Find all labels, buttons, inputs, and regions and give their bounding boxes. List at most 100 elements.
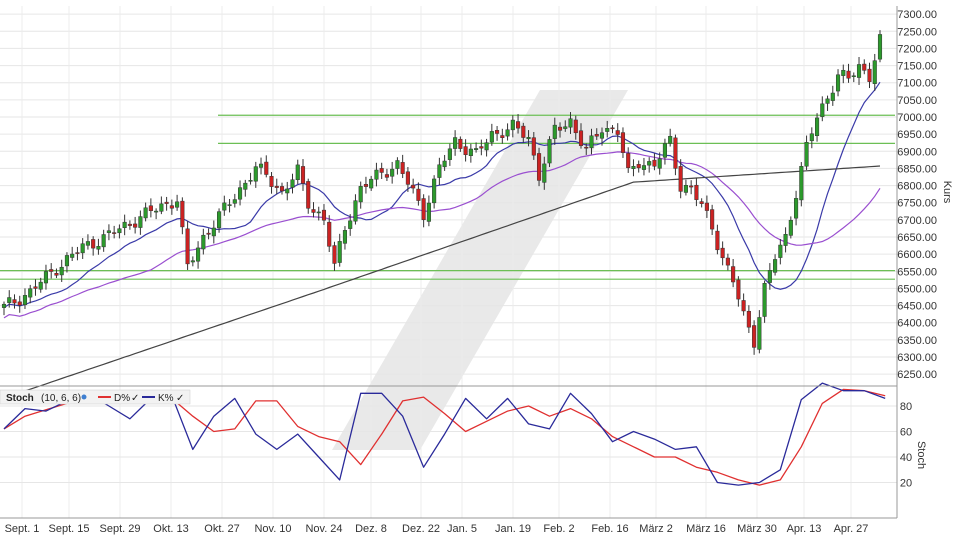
- k-checkmark-icon[interactable]: ✓: [176, 393, 184, 404]
- candle-body: [279, 186, 285, 192]
- price-tick-label: 7150.00: [897, 61, 937, 73]
- candle-body: [369, 178, 374, 189]
- candle-body: [510, 119, 515, 131]
- candle-body: [731, 266, 736, 283]
- candle-body: [657, 158, 662, 169]
- candle-body: [746, 310, 751, 328]
- date-tick-label: Feb. 16: [591, 523, 628, 535]
- price-tick-label: 6750.00: [897, 198, 937, 210]
- stoch-tick-label: 40: [900, 452, 912, 464]
- candle-body: [43, 271, 49, 284]
- candle-body: [12, 299, 17, 304]
- candle-body: [815, 117, 820, 137]
- candle-body: [248, 180, 253, 182]
- moving-average-line: [3, 165, 881, 399]
- candle-body: [563, 126, 568, 129]
- candle-body: [736, 279, 741, 300]
- candle-body: [835, 74, 841, 92]
- candle-body: [64, 255, 69, 267]
- candle-body: [85, 241, 90, 246]
- date-tick-label: Dez. 8: [355, 523, 387, 535]
- settings-dot-icon[interactable]: [81, 394, 87, 400]
- candle-body: [348, 220, 353, 229]
- candle-body: [384, 174, 389, 178]
- candle-body: [264, 161, 269, 175]
- candle-body: [447, 148, 452, 160]
- candle-body: [269, 176, 274, 187]
- candle-body: [180, 200, 185, 228]
- candle-body: [531, 137, 536, 156]
- candle-body: [862, 63, 867, 71]
- candle-body: [33, 286, 38, 289]
- date-tick-label: Nov. 10: [254, 523, 291, 535]
- price-tick-label: 6900.00: [897, 146, 937, 158]
- candle-body: [495, 130, 500, 134]
- candle-body: [54, 272, 59, 276]
- candle-body: [778, 244, 783, 258]
- candle-body: [463, 146, 468, 156]
- candle-body: [358, 186, 363, 203]
- candle-body: [416, 188, 421, 201]
- candle-body: [636, 164, 641, 169]
- candle-body: [584, 146, 589, 149]
- candle-body: [374, 169, 379, 180]
- candle-body: [846, 70, 851, 79]
- moving-average-line: [3, 81, 881, 309]
- price-tick-label: 6850.00: [897, 163, 937, 175]
- candle-body: [757, 317, 762, 350]
- candle-body: [217, 211, 222, 229]
- candle-body: [143, 207, 148, 219]
- stoch-legend-params: (10, 6, 6): [41, 393, 81, 404]
- candle-body: [112, 232, 117, 234]
- candle-body: [662, 143, 667, 158]
- candle-body: [877, 34, 883, 60]
- candle-body: [620, 132, 626, 153]
- candle-body: [689, 185, 694, 188]
- candle-body: [794, 198, 799, 219]
- candle-body: [594, 133, 599, 137]
- price-tick-label: 6500.00: [897, 283, 937, 295]
- candle-body: [830, 92, 835, 101]
- candle-body: [169, 205, 174, 209]
- date-tick-label: Jan. 5: [447, 523, 477, 535]
- candle-body: [442, 160, 447, 168]
- candle-body: [400, 162, 405, 174]
- candle-body: [342, 230, 348, 244]
- candle-body: [285, 188, 290, 194]
- candle-body: [589, 135, 594, 149]
- candle-body: [479, 146, 484, 149]
- k-legend-label: K%: [158, 393, 174, 404]
- candle-body: [206, 232, 211, 235]
- candle-body: [647, 161, 652, 166]
- d-checkmark-icon[interactable]: ✓: [131, 393, 139, 404]
- candle-body: [185, 228, 190, 265]
- candle-body: [148, 205, 153, 211]
- d-legend-label: D%: [114, 393, 130, 404]
- stoch-tick-label: 80: [900, 401, 912, 413]
- candle-body: [49, 269, 54, 272]
- date-tick-label: Jan. 19: [495, 523, 531, 535]
- candle-body: [306, 181, 311, 209]
- price-tick-label: 6400.00: [897, 318, 937, 330]
- candle-body: [117, 228, 122, 234]
- candlesticks: [1, 30, 883, 355]
- candle-body: [101, 234, 106, 248]
- candle-body: [773, 259, 778, 273]
- candle-body: [788, 219, 793, 236]
- candle-body: [652, 159, 657, 167]
- candle-body: [327, 221, 332, 247]
- price-tick-label: 6300.00: [897, 352, 937, 364]
- candle-body: [552, 124, 557, 139]
- candle-body: [741, 300, 746, 312]
- candle-body: [505, 129, 510, 137]
- date-tick-label: Nov. 24: [305, 523, 342, 535]
- candle-body: [851, 75, 856, 78]
- candle-body: [154, 210, 159, 213]
- candle-body: [841, 69, 846, 76]
- moving-average-lines: [3, 81, 881, 399]
- price-tick-label: 6950.00: [897, 129, 937, 141]
- candle-body: [311, 209, 316, 213]
- date-tick-label: Okt. 27: [204, 523, 239, 535]
- candle-body: [227, 204, 232, 206]
- candle-body: [363, 184, 368, 187]
